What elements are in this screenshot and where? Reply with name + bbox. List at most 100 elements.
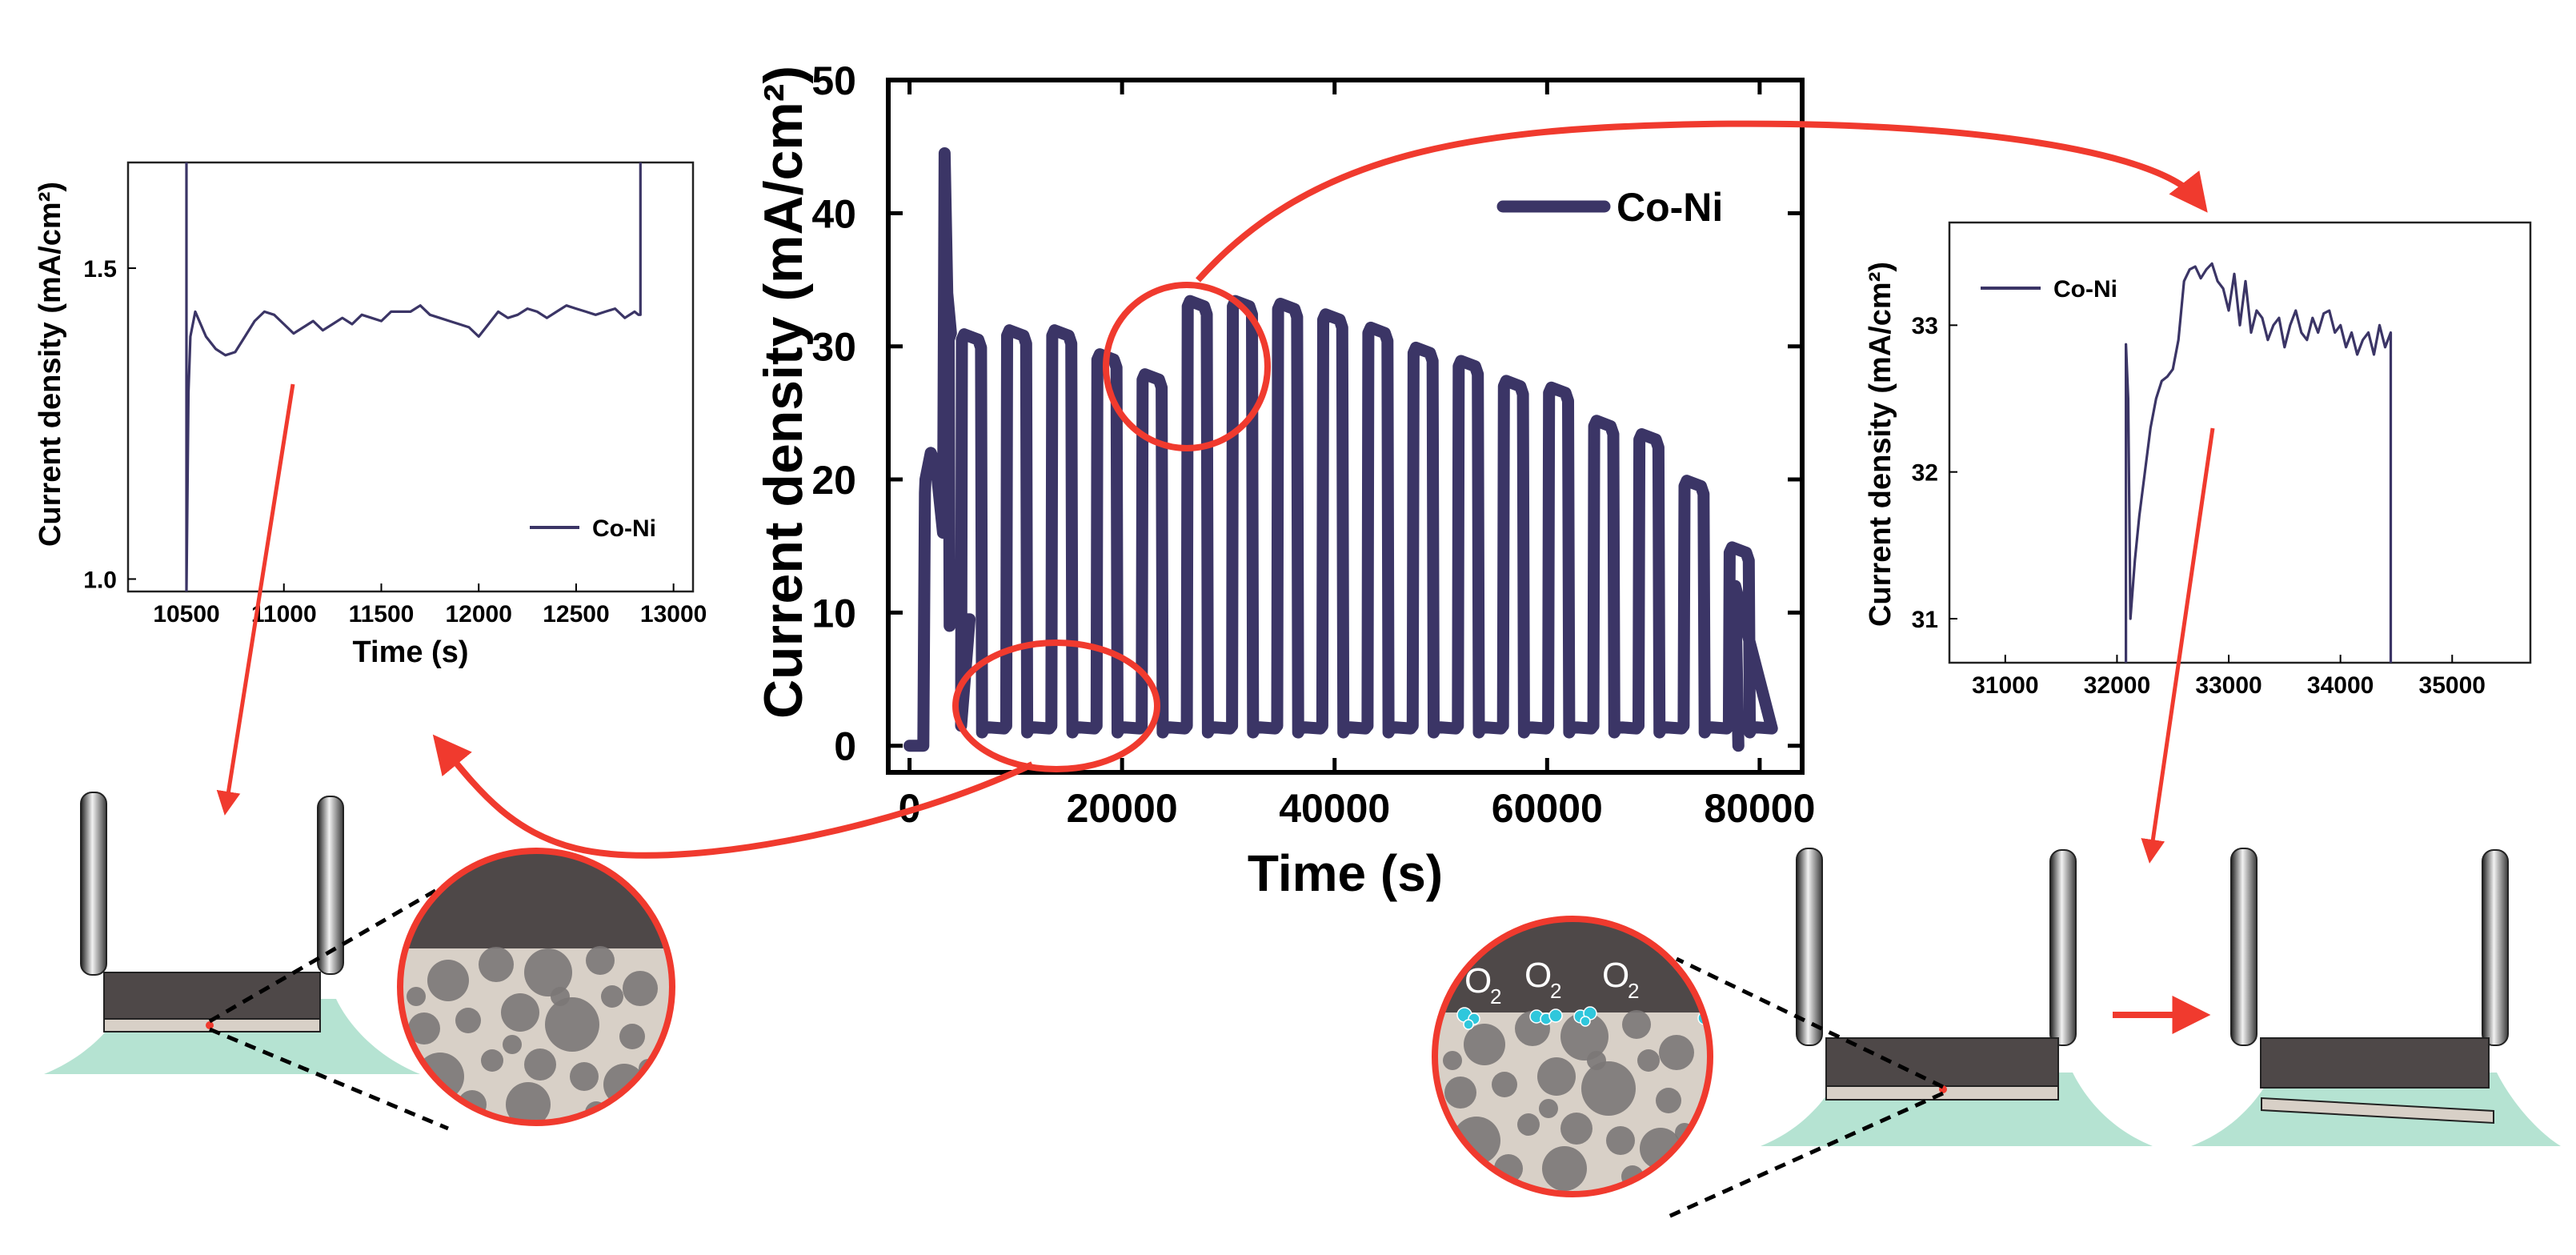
pore: [407, 987, 426, 1006]
pore: [1444, 1077, 1476, 1109]
curved-arrow-to-left-inset: [432, 734, 1034, 859]
electrode-far-right-b: [2482, 849, 2509, 1046]
main-y-axis-title: Current density (mA/cm²): [753, 66, 814, 719]
y-tick-label: 30: [811, 325, 856, 370]
pore: [601, 985, 623, 1008]
pore: [1659, 1035, 1694, 1070]
pore: [619, 1024, 645, 1049]
inset-right-series-line-co-ni: [2125, 262, 2393, 663]
spot-marker-left: [206, 1021, 214, 1029]
pore: [1517, 1113, 1540, 1136]
schematic-left-intact: [44, 792, 675, 1131]
x-tick-label: 40000: [1279, 786, 1390, 831]
y-tick-label: 1.5: [83, 256, 117, 283]
pore: [1587, 1051, 1606, 1070]
pore: [1560, 1012, 1608, 1061]
x-tick-label: 33000: [2195, 672, 2262, 699]
o2-label-2: O: [1524, 956, 1552, 995]
y-tick-label: 33: [1912, 313, 1938, 339]
pore: [479, 947, 514, 982]
substrate-block-left: [103, 972, 321, 1020]
straight-arrow-right-inset-down: [2141, 427, 2215, 864]
x-tick-label: 12000: [445, 601, 511, 628]
x-tick-label: 10500: [153, 601, 219, 628]
pore: [1606, 1126, 1635, 1155]
pore: [586, 946, 615, 975]
y-tick-label: 0: [834, 724, 856, 769]
highlight-ellipse-high-state: [1103, 282, 1271, 451]
pore: [551, 987, 570, 1006]
zoom-line-right-top: [1675, 956, 1945, 1089]
electrode-right-a: [1796, 848, 1823, 1046]
zoom-line-left-bottom: [209, 1027, 449, 1131]
main-plot-frame: [886, 78, 1805, 775]
x-tick-label: 12500: [543, 601, 609, 628]
straight-arrow-left-inset-down: [216, 383, 295, 816]
pore: [1492, 1072, 1517, 1097]
pore: [1560, 1113, 1592, 1145]
y-tick-label: 32: [1912, 459, 1938, 486]
x-tick-label: 11500: [349, 601, 415, 628]
x-tick-label: 32000: [2084, 672, 2150, 699]
x-tick-label: 34000: [2307, 672, 2374, 699]
main-legend-label: Co-Ni: [1617, 185, 1723, 230]
o2-label-3-sub: 2: [1628, 979, 1639, 1003]
main-series-line-co-ni: [903, 147, 1778, 752]
pore: [481, 1049, 503, 1072]
inset-left-ticks: [128, 267, 675, 591]
pore: [503, 1035, 522, 1054]
annotations: [216, 120, 2215, 1034]
pore: [1464, 1024, 1505, 1065]
electrode-left-b: [317, 796, 344, 975]
o2-label-3: O: [1602, 956, 1629, 995]
pore: [1622, 1010, 1651, 1039]
substrate-block-right: [1825, 1037, 2059, 1087]
x-tick-label: 13000: [640, 601, 707, 628]
pore: [1443, 1051, 1462, 1070]
x-tick-label: 80000: [1704, 786, 1815, 831]
schematic-right-bubbles: O 2 O 2 O 2: [1432, 848, 2153, 1219]
inset-right-ticks: [1949, 324, 2454, 663]
detached-coating-layer: [2261, 1097, 2494, 1125]
o2-label-1-sub: 2: [1490, 984, 1501, 1008]
inset-right-chart: 31000 32000 33000 34000 35000 31 32 33 Co-Ni Cu…: [1864, 221, 2532, 699]
o2-label-2-sub: 2: [1550, 979, 1561, 1003]
inset-left-tick-labels: 10500 11000 11500 12000 12500 13000 1.0 1.5: [83, 256, 707, 628]
inset-right-plot-frame: [1948, 221, 2532, 664]
electrode-left-a: [80, 792, 107, 976]
zoom-line-right-bottom: [1667, 1091, 1945, 1219]
y-tick-label: 40: [811, 191, 856, 236]
substrate-block-far-right: [2260, 1037, 2490, 1089]
inset-left-series-line-co-ni: [185, 162, 642, 591]
pore: [1542, 1146, 1587, 1191]
x-tick-label: 11000: [251, 601, 317, 628]
pore: [506, 1082, 551, 1123]
zoom-circle-left: [397, 848, 675, 1126]
pore: [524, 1049, 556, 1081]
pore: [623, 971, 658, 1006]
pore: [1537, 1057, 1576, 1096]
zoom-circle-right-content: O 2 O 2 O 2: [1435, 919, 1710, 1194]
main-ticks: [888, 78, 1802, 772]
pore: [524, 948, 572, 996]
pore: [1581, 1061, 1636, 1116]
pore: [1539, 1099, 1558, 1118]
pore: [545, 997, 599, 1052]
pore: [408, 1012, 440, 1044]
electrode-far-right-a: [2230, 848, 2258, 1046]
electrode-right-b: [2049, 849, 2077, 1046]
y-tick-label: 10: [811, 591, 856, 636]
inset-left-x-axis-title: Time (s): [352, 636, 468, 669]
main-x-axis-title: Time (s): [1248, 844, 1443, 902]
pore: [501, 993, 539, 1032]
pore: [570, 1062, 599, 1091]
y-tick-label: 31: [1912, 607, 1938, 633]
pore: [1656, 1088, 1681, 1113]
zoom-line-left-top: [208, 872, 466, 1024]
x-tick-label: 35000: [2419, 672, 2486, 699]
highlight-ellipse-low-state: [952, 640, 1160, 772]
x-tick-label: 20000: [1067, 786, 1178, 831]
y-tick-label: 50: [811, 58, 856, 103]
